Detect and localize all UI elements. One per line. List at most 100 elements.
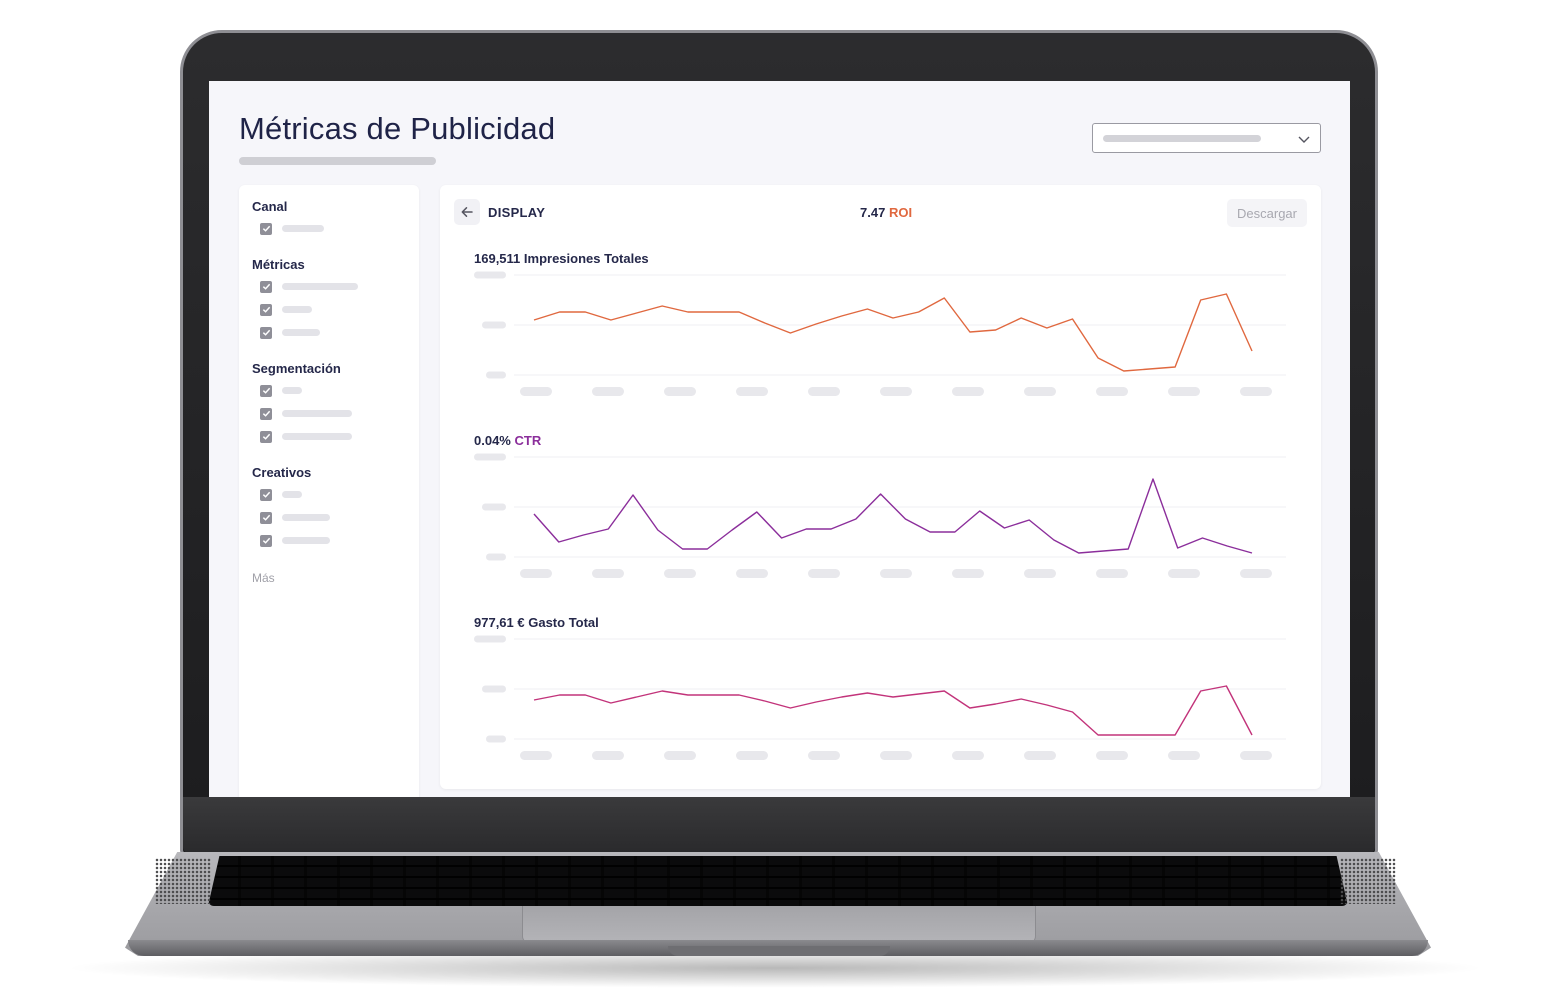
x-tick-placeholder <box>1024 751 1056 760</box>
chart-title: 977,61 € Gasto Total <box>474 615 599 630</box>
chevron-down-icon <box>1298 136 1310 143</box>
download-button[interactable]: Descargar <box>1227 199 1307 227</box>
filter-option[interactable] <box>252 321 358 344</box>
filter-option-placeholder <box>282 225 324 232</box>
chart-value: 169,511 <box>474 251 521 266</box>
chart-title: 169,511 Impresiones Totales <box>474 251 649 266</box>
x-tick-placeholder <box>1024 569 1056 578</box>
y-tick-placeholder <box>482 321 506 329</box>
y-tick-placeholder <box>474 453 506 461</box>
x-tick-placeholder <box>1096 751 1128 760</box>
checkbox-checked-icon[interactable] <box>260 407 272 420</box>
title-placeholder-bar <box>239 157 436 165</box>
filter-option-placeholder <box>282 433 352 440</box>
filter-option[interactable] <box>252 402 352 425</box>
x-tick-placeholder <box>1168 387 1200 396</box>
filter-heading: Canal <box>252 199 288 214</box>
x-tick-placeholder <box>880 387 912 396</box>
speaker-grille-right <box>1340 858 1396 904</box>
chart-value: 0.04% <box>474 433 511 448</box>
checkbox-checked-icon[interactable] <box>260 488 272 501</box>
line-chart <box>474 271 1286 396</box>
x-tick-placeholder <box>1168 569 1200 578</box>
x-tick-placeholder <box>736 751 768 760</box>
y-tick-placeholder <box>486 371 506 379</box>
channel-metrics-panel: DISPLAY 7.47 ROI Descargar 169,511 Impre… <box>440 185 1321 789</box>
filter-section-canal: Canal <box>252 197 324 240</box>
roi-value: 7.47 ROI <box>860 205 912 220</box>
x-tick-placeholder <box>664 751 696 760</box>
series-line <box>533 478 1253 554</box>
x-tick-placeholder <box>736 387 768 396</box>
filter-heading: Métricas <box>252 257 305 272</box>
chart-title: 0.04% CTR <box>474 433 541 448</box>
x-tick-placeholder <box>736 569 768 578</box>
filter-option[interactable] <box>252 529 330 552</box>
keyboard <box>208 856 1348 906</box>
y-tick-placeholder <box>482 685 506 693</box>
filter-option[interactable] <box>252 298 358 321</box>
channel-name: DISPLAY <box>488 205 546 220</box>
filter-section-segmentacion: Segmentación <box>252 359 352 448</box>
x-tick-placeholder <box>664 387 696 396</box>
filter-option-placeholder <box>282 410 352 417</box>
x-tick-placeholder <box>1240 569 1272 578</box>
filter-section-creativos: Creativos <box>252 463 330 552</box>
filter-option[interactable] <box>252 425 352 448</box>
select-placeholder-bar <box>1103 135 1261 142</box>
line-chart <box>474 453 1286 578</box>
x-tick-placeholder <box>808 387 840 396</box>
filter-option-placeholder <box>282 387 302 394</box>
checkbox-checked-icon[interactable] <box>260 511 272 524</box>
arrow-left-icon <box>461 207 473 217</box>
x-tick-placeholder <box>808 751 840 760</box>
roi-number: 7.47 <box>860 205 886 220</box>
checkbox-checked-icon[interactable] <box>260 430 272 443</box>
filter-option-placeholder <box>282 283 358 290</box>
more-filters-link[interactable]: Más <box>252 571 275 585</box>
filter-option[interactable] <box>252 483 330 506</box>
filter-option-placeholder <box>282 329 320 336</box>
filter-option-placeholder <box>282 514 330 521</box>
checkbox-checked-icon[interactable] <box>260 303 272 316</box>
filter-option-placeholder <box>282 306 312 313</box>
chart-label: Impresiones Totales <box>523 251 649 266</box>
checkbox-checked-icon[interactable] <box>260 534 272 547</box>
y-tick-placeholder <box>486 735 506 743</box>
x-tick-placeholder <box>1240 751 1272 760</box>
x-tick-placeholder <box>664 569 696 578</box>
x-tick-placeholder <box>1096 569 1128 578</box>
checkbox-checked-icon[interactable] <box>260 384 272 397</box>
filter-option-placeholder <box>282 537 330 544</box>
chart-label: Gasto Total <box>528 615 599 630</box>
x-tick-placeholder <box>880 751 912 760</box>
x-tick-placeholder <box>592 387 624 396</box>
checkbox-checked-icon[interactable] <box>260 326 272 339</box>
checkbox-checked-icon[interactable] <box>260 280 272 293</box>
screen: Métricas de Publicidad Canal Métricas <box>209 81 1350 797</box>
filter-option-placeholder <box>282 491 302 498</box>
line-chart <box>474 635 1286 760</box>
x-tick-placeholder <box>952 387 984 396</box>
series-line <box>533 685 1253 736</box>
filter-option[interactable] <box>252 217 324 240</box>
x-tick-placeholder <box>520 751 552 760</box>
x-tick-placeholder <box>1096 387 1128 396</box>
filter-option[interactable] <box>252 275 358 298</box>
filter-option[interactable] <box>252 379 352 402</box>
date-range-select[interactable] <box>1092 123 1321 153</box>
filter-option[interactable] <box>252 506 330 529</box>
back-button[interactable] <box>454 199 480 225</box>
x-tick-placeholder <box>808 569 840 578</box>
filter-sidebar: Canal Métricas <box>239 185 419 797</box>
x-tick-placeholder <box>1024 387 1056 396</box>
filter-heading: Creativos <box>252 465 312 480</box>
x-tick-placeholder <box>592 569 624 578</box>
filter-heading: Segmentación <box>252 361 341 376</box>
y-tick-placeholder <box>486 553 506 561</box>
laptop-lid-chin <box>183 797 1375 853</box>
chart-label: CTR <box>514 433 542 448</box>
x-tick-placeholder <box>592 751 624 760</box>
checkbox-checked-icon[interactable] <box>260 222 272 235</box>
